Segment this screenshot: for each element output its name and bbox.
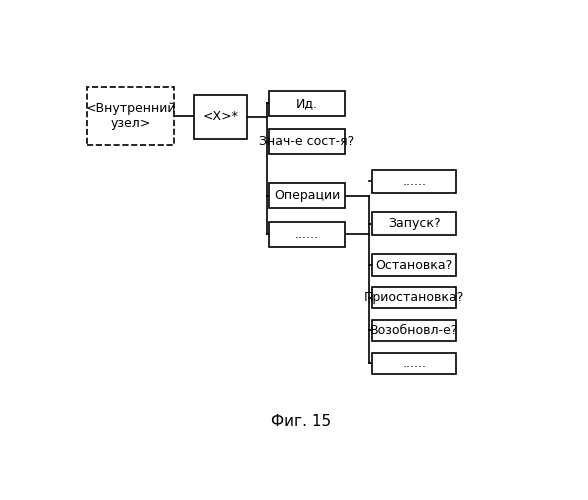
- Text: <X>*: <X>*: [202, 110, 238, 124]
- FancyBboxPatch shape: [269, 91, 345, 116]
- FancyBboxPatch shape: [269, 222, 345, 246]
- Text: Знач-е сост-я?: Знач-е сост-я?: [259, 136, 355, 148]
- Text: <Внутренний
узел>: <Внутренний узел>: [85, 102, 176, 130]
- Text: Операции: Операции: [274, 189, 340, 202]
- Text: Фиг. 15: Фиг. 15: [271, 414, 332, 430]
- FancyBboxPatch shape: [87, 87, 174, 144]
- FancyBboxPatch shape: [372, 212, 456, 235]
- FancyBboxPatch shape: [372, 320, 456, 341]
- FancyBboxPatch shape: [372, 287, 456, 308]
- FancyBboxPatch shape: [194, 94, 247, 139]
- FancyBboxPatch shape: [372, 170, 456, 193]
- Text: Остановка?: Остановка?: [376, 258, 453, 272]
- Text: Ид.: Ид.: [296, 97, 318, 110]
- Text: Запуск?: Запуск?: [388, 217, 440, 230]
- FancyBboxPatch shape: [269, 130, 345, 154]
- Text: ......: ......: [402, 356, 426, 370]
- FancyBboxPatch shape: [269, 183, 345, 208]
- FancyBboxPatch shape: [372, 254, 456, 276]
- FancyBboxPatch shape: [372, 352, 456, 374]
- Text: ......: ......: [402, 175, 426, 188]
- Text: Приостановка?: Приостановка?: [364, 291, 465, 304]
- Text: Возобновл-е?: Возобновл-е?: [370, 324, 458, 337]
- Text: ......: ......: [295, 228, 319, 240]
